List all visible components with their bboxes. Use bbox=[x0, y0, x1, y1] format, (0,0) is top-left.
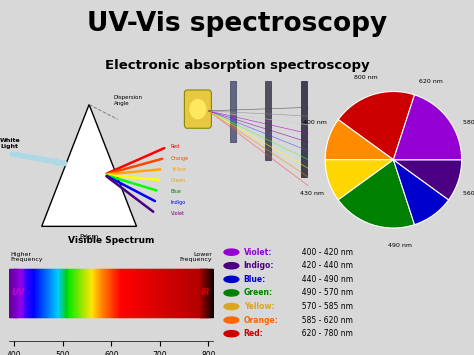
Text: 400 nm: 400 nm bbox=[303, 120, 327, 125]
Text: 620 nm: 620 nm bbox=[419, 79, 443, 84]
Circle shape bbox=[190, 99, 206, 119]
Text: 800 nm: 800 nm bbox=[354, 75, 378, 80]
Bar bbox=[301, 81, 307, 177]
Text: Red:: Red: bbox=[244, 329, 264, 338]
Wedge shape bbox=[338, 92, 414, 160]
Text: Yellow:: Yellow: bbox=[244, 302, 274, 311]
Text: White
Light: White Light bbox=[0, 138, 21, 148]
Circle shape bbox=[224, 263, 239, 269]
Wedge shape bbox=[393, 160, 462, 200]
Text: UV-Vis spectroscopy: UV-Vis spectroscopy bbox=[87, 11, 387, 37]
Text: Indigo: Indigo bbox=[171, 200, 186, 205]
Wedge shape bbox=[393, 160, 448, 225]
Bar bbox=[265, 81, 271, 159]
Text: 570 - 585 nm: 570 - 585 nm bbox=[297, 302, 353, 311]
Wedge shape bbox=[393, 95, 462, 160]
Circle shape bbox=[224, 317, 239, 323]
FancyBboxPatch shape bbox=[184, 90, 211, 128]
Text: 430 nm: 430 nm bbox=[300, 191, 324, 196]
Text: Orange: Orange bbox=[171, 155, 189, 160]
Wedge shape bbox=[325, 120, 393, 160]
Text: 490 - 570 nm: 490 - 570 nm bbox=[297, 288, 353, 297]
Text: 490 nm: 490 nm bbox=[388, 242, 412, 247]
Text: Dispersion
Angle: Dispersion Angle bbox=[114, 95, 143, 105]
Text: Green:: Green: bbox=[244, 288, 273, 297]
Text: 560 nm: 560 nm bbox=[464, 191, 474, 196]
Text: 620 - 780 nm: 620 - 780 nm bbox=[297, 329, 353, 338]
Text: 580 nm: 580 nm bbox=[464, 120, 474, 125]
Text: 400 - 420 nm: 400 - 420 nm bbox=[297, 248, 353, 257]
Polygon shape bbox=[42, 104, 137, 226]
Text: Yellow: Yellow bbox=[171, 166, 186, 171]
Circle shape bbox=[224, 331, 239, 337]
Wedge shape bbox=[338, 160, 414, 228]
Text: Indigo:: Indigo: bbox=[244, 261, 274, 270]
Text: Violet:: Violet: bbox=[244, 248, 272, 257]
Text: Green: Green bbox=[171, 178, 185, 183]
Text: Lower
Frequency: Lower Frequency bbox=[180, 252, 212, 262]
Text: Prism: Prism bbox=[80, 234, 99, 240]
Circle shape bbox=[224, 304, 239, 310]
Text: 585 - 620 nm: 585 - 620 nm bbox=[297, 316, 353, 324]
Text: UV: UV bbox=[11, 288, 25, 297]
Bar bbox=[230, 81, 236, 142]
Circle shape bbox=[224, 276, 239, 283]
Text: Blue: Blue bbox=[171, 189, 182, 194]
Text: Electronic absorption spectroscopy: Electronic absorption spectroscopy bbox=[105, 59, 369, 72]
Text: Blue:: Blue: bbox=[244, 275, 266, 284]
Title: Visible Spectrum: Visible Spectrum bbox=[68, 236, 155, 245]
Text: 440 - 490 nm: 440 - 490 nm bbox=[297, 275, 353, 284]
Circle shape bbox=[224, 290, 239, 296]
Text: 420 - 440 nm: 420 - 440 nm bbox=[297, 261, 353, 270]
Wedge shape bbox=[325, 160, 393, 200]
Text: Higher
Frequency: Higher Frequency bbox=[10, 252, 43, 262]
Text: IR: IR bbox=[201, 288, 211, 297]
Text: Violet: Violet bbox=[171, 211, 185, 216]
Text: Orange:: Orange: bbox=[244, 316, 279, 324]
Text: Red: Red bbox=[171, 144, 180, 149]
Circle shape bbox=[224, 249, 239, 255]
